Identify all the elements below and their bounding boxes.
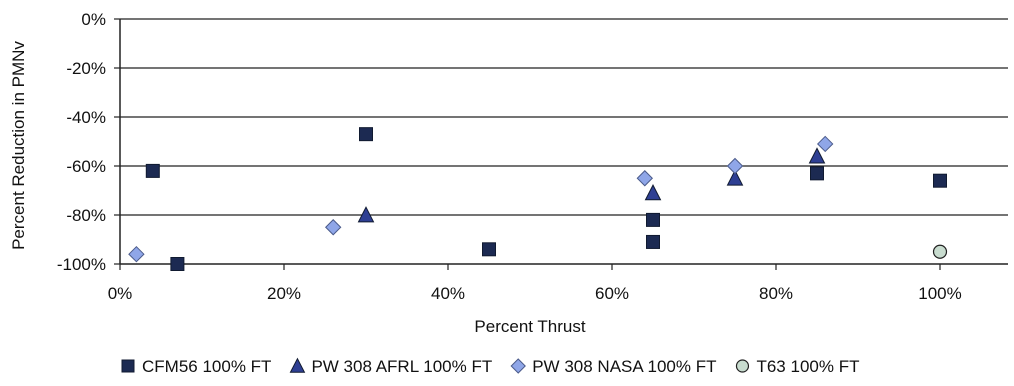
y-tick-label: -60% xyxy=(66,157,106,176)
y-tick-label: -100% xyxy=(57,255,106,274)
x-tick-label: 60% xyxy=(595,284,629,303)
legend-item: CFM56 100% FT xyxy=(121,357,271,376)
series-triangle xyxy=(357,147,826,223)
data-point xyxy=(810,166,824,181)
series-square xyxy=(145,127,947,271)
data-point xyxy=(170,257,185,271)
x-tick-label: 20% xyxy=(267,284,301,303)
data-points xyxy=(128,127,948,271)
x-tick-labels: 0% 20% 40% 60% 80% 100% xyxy=(108,284,962,303)
series-circle xyxy=(932,244,948,259)
x-tick-label: 100% xyxy=(918,284,961,303)
y-tick-label: -40% xyxy=(66,108,106,127)
grid-lines xyxy=(120,18,1008,216)
y-tick-label: -20% xyxy=(66,59,106,78)
data-point xyxy=(808,147,826,164)
data-point xyxy=(357,206,375,223)
data-point xyxy=(359,127,373,142)
y-tick-label: 0% xyxy=(81,10,106,29)
legend-item: PW 308 AFRL 100% FT xyxy=(289,357,492,376)
data-point xyxy=(726,157,744,175)
legend-item: PW 308 NASA 100% FT xyxy=(510,357,716,376)
y-axis-title: Percent Reduction in PMNv xyxy=(9,41,28,250)
legend-marker xyxy=(510,358,526,374)
data-point xyxy=(816,135,834,153)
x-tick-label: 80% xyxy=(759,284,793,303)
data-point xyxy=(726,169,744,186)
data-point xyxy=(646,234,660,249)
x-tick-label: 40% xyxy=(431,284,465,303)
legend-label: PW 308 NASA 100% FT xyxy=(532,357,716,376)
legend-label: CFM56 100% FT xyxy=(142,357,271,376)
y-tick-label: -80% xyxy=(66,206,106,225)
y-tick-labels: 0% -20% -40% -60% -80% -100% xyxy=(57,10,106,274)
data-point xyxy=(145,163,160,178)
x-axis-title: Percent Thrust xyxy=(474,317,585,336)
legend: CFM56 100% FT PW 308 AFRL 100% FT PW 308 N… xyxy=(121,357,859,376)
legend-item: T63 100% FT xyxy=(735,357,859,376)
axes xyxy=(114,18,1008,270)
x-tick-label: 0% xyxy=(108,284,133,303)
legend-marker xyxy=(735,359,750,373)
legend-marker xyxy=(289,357,306,373)
data-point xyxy=(324,219,342,236)
legend-label: PW 308 AFRL 100% FT xyxy=(311,357,492,376)
data-point xyxy=(646,212,660,227)
data-point xyxy=(644,184,662,201)
data-point xyxy=(482,242,496,257)
data-point xyxy=(636,170,654,187)
data-point xyxy=(933,173,947,188)
data-point xyxy=(932,244,948,259)
data-point xyxy=(128,245,145,263)
series-diamond xyxy=(128,135,834,263)
legend-label: T63 100% FT xyxy=(756,357,859,376)
legend-marker xyxy=(121,359,135,373)
